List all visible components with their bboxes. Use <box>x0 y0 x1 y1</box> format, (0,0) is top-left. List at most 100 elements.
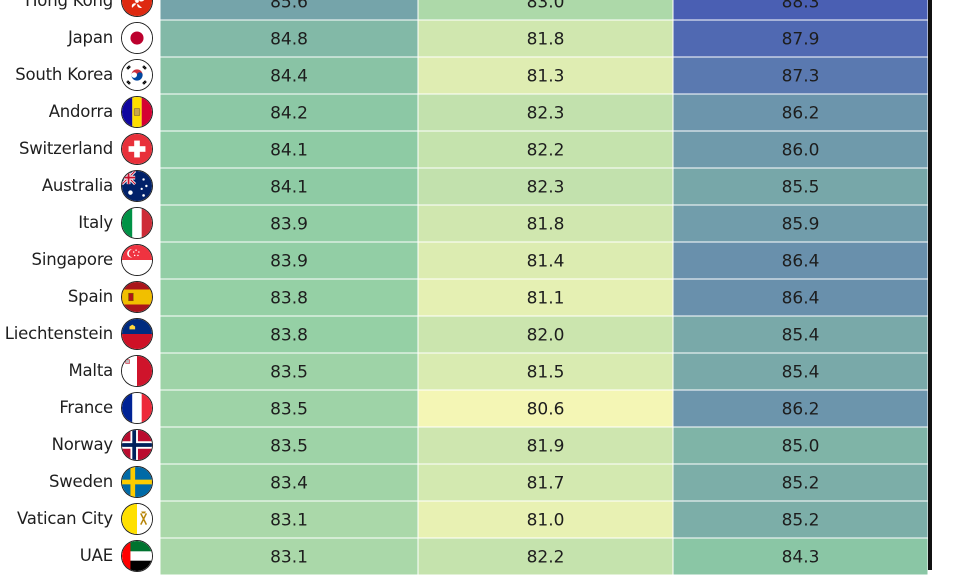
cell-value-label: 83.8 <box>270 326 308 346</box>
heat-cell <box>417 93 674 132</box>
row-label: Norway <box>51 435 114 454</box>
cell-value-label: 86.4 <box>782 252 820 272</box>
cell-value-label: 87.9 <box>782 30 820 50</box>
cell-value-label: 84.1 <box>270 141 308 161</box>
japan-flag-icon <box>121 22 153 54</box>
heat-cell <box>672 537 928 575</box>
heat-cell <box>672 315 928 354</box>
cell-value-label: 81.5 <box>527 363 565 383</box>
cell-value-label: 86.2 <box>782 104 820 124</box>
cell-value-label: 85.5 <box>782 178 820 198</box>
row-label: Spain <box>67 287 113 306</box>
cell-value-label: 81.1 <box>527 289 565 309</box>
sweden-flag-icon <box>121 466 153 498</box>
row-label: Liechtenstein <box>4 324 113 343</box>
heat-cell <box>417 315 674 354</box>
spain-flag-icon <box>121 281 153 313</box>
heat-cell <box>672 167 928 206</box>
liechtenstein-flag-icon <box>121 318 153 350</box>
cell-value-label: 83.1 <box>270 511 308 531</box>
heat-cell <box>160 352 419 391</box>
cell-value-label: 80.6 <box>527 400 565 420</box>
row-label: Vatican City <box>17 509 113 528</box>
heat-cell <box>417 500 674 539</box>
heat-cell <box>672 352 928 391</box>
heat-cell <box>417 241 674 280</box>
australia-flag-icon <box>121 170 153 202</box>
cell-value-label: 83.0 <box>527 0 565 13</box>
cell-value-label: 81.4 <box>527 252 565 272</box>
cell-value-label: 85.4 <box>782 363 820 383</box>
cell-value-label: 83.9 <box>270 252 308 272</box>
italy-flag-icon <box>121 207 153 239</box>
andorra-flag-icon <box>121 96 153 128</box>
row-label: Singapore <box>31 250 114 269</box>
cell-value-label: 83.5 <box>270 400 308 420</box>
heat-cell <box>672 426 928 465</box>
hong-kong-flag-icon <box>121 0 153 17</box>
row-label: Hong Kong <box>25 0 113 10</box>
cell-value-label: 81.0 <box>527 511 565 531</box>
vatican-city-flag-icon <box>121 503 153 535</box>
cell-value-label: 82.2 <box>527 548 565 568</box>
row-label: Malta <box>68 361 113 380</box>
heat-cell <box>160 426 419 465</box>
heat-cell <box>160 278 419 317</box>
cell-value-label: 82.2 <box>527 141 565 161</box>
row-label: France <box>59 398 113 417</box>
right-border <box>928 0 932 570</box>
cell-value-label: 83.9 <box>270 215 308 235</box>
heat-cell <box>160 204 419 243</box>
heat-cell <box>672 389 928 428</box>
cell-value-label: 83.5 <box>270 363 308 383</box>
row-label: Switzerland <box>18 139 113 158</box>
cell-value-label: 86.4 <box>782 289 820 309</box>
cell-value-label: 86.2 <box>782 400 820 420</box>
heat-cell <box>672 500 928 539</box>
heat-cell <box>672 93 928 132</box>
cell-value-label: 84.4 <box>270 67 308 87</box>
heat-cell <box>160 93 419 132</box>
cell-value-label: 85.0 <box>782 437 820 457</box>
heat-cell <box>417 130 674 169</box>
row-label: Australia <box>41 176 113 195</box>
row-label: Sweden <box>48 472 113 491</box>
cell-value-label: 85.9 <box>782 215 820 235</box>
heat-cell <box>417 56 674 95</box>
heat-cell <box>672 56 928 95</box>
cell-value-label: 85.4 <box>782 326 820 346</box>
cell-value-label: 83.4 <box>270 474 308 494</box>
row-label: Italy <box>78 213 113 232</box>
row-label: UAE <box>79 546 113 565</box>
cell-value-label: 87.3 <box>782 67 820 87</box>
cell-value-label: 82.3 <box>527 104 565 124</box>
heat-cell <box>160 315 419 354</box>
cell-value-label: 86.0 <box>782 141 820 161</box>
cell-value-label: 81.8 <box>527 215 565 235</box>
cell-value-label: 81.7 <box>527 474 565 494</box>
heat-cell <box>417 426 674 465</box>
heatmap-grid: 85.6 83.0 88.3 84.8 81.8 87.9 84.4 81.3 87.3 84.2… <box>160 0 928 575</box>
heat-cell <box>417 352 674 391</box>
malta-flag-icon <box>121 355 153 387</box>
cell-value-label: 82.0 <box>527 326 565 346</box>
row-label: South Korea <box>15 65 113 84</box>
cell-value-label: 83.5 <box>270 437 308 457</box>
cell-value-label: 83.1 <box>270 548 308 568</box>
cell-value-label: 84.3 <box>782 548 820 568</box>
heat-cell <box>160 167 419 206</box>
singapore-flag-icon <box>121 244 153 276</box>
heat-cell <box>672 278 928 317</box>
cell-value-label: 85.2 <box>782 474 820 494</box>
cell-value-label: 85.2 <box>782 511 820 531</box>
france-flag-icon <box>121 392 153 424</box>
heat-cell <box>160 241 419 280</box>
cell-value-label: 81.9 <box>527 437 565 457</box>
cell-value-label: 85.6 <box>270 0 308 13</box>
heat-cell <box>417 19 674 58</box>
cell-value-label: 88.3 <box>782 0 820 13</box>
row-label: Andorra <box>48 102 114 121</box>
row-label: Japan <box>67 28 113 47</box>
cell-value-label: 82.3 <box>527 178 565 198</box>
cell-value-label: 81.8 <box>527 30 565 50</box>
